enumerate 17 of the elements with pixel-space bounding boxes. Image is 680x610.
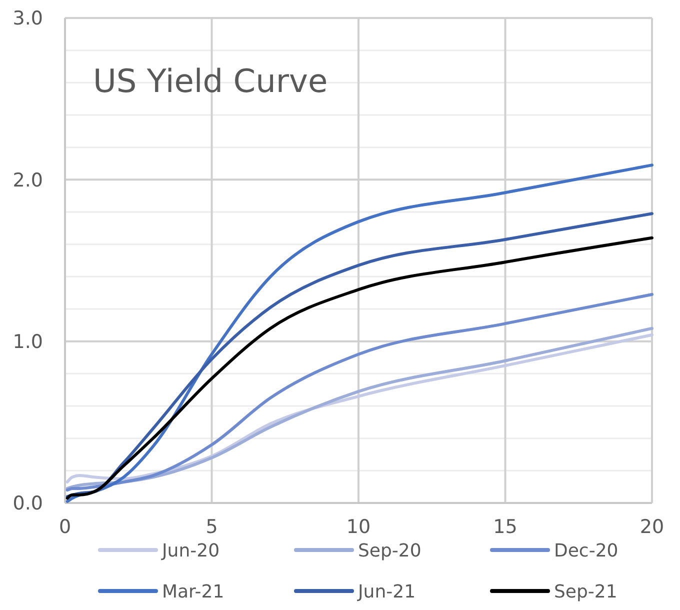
legend-label: Sep-21 (554, 581, 618, 602)
legend-label: Dec-20 (554, 540, 618, 562)
x-tick-label: 0 (58, 516, 72, 538)
x-tick-label: 15 (493, 516, 518, 538)
legend-label: Jun-21 (357, 581, 416, 602)
x-tick-label: 10 (346, 516, 371, 538)
y-tick-label: 3.0 (12, 8, 43, 30)
x-tick-label: 20 (640, 516, 664, 538)
y-tick-label: 0.0 (12, 492, 43, 515)
legend-label: Mar-21 (162, 581, 224, 602)
x-tick-label: 5 (206, 516, 218, 538)
text: US Yield Curve (93, 62, 328, 100)
y-tick-label: 1.0 (12, 330, 43, 353)
line-series (66, 292, 654, 492)
y-tick-label: 2.0 (12, 169, 43, 192)
legend-label: Sep-20 (358, 540, 422, 562)
legend-label: Jun-20 (161, 540, 220, 562)
